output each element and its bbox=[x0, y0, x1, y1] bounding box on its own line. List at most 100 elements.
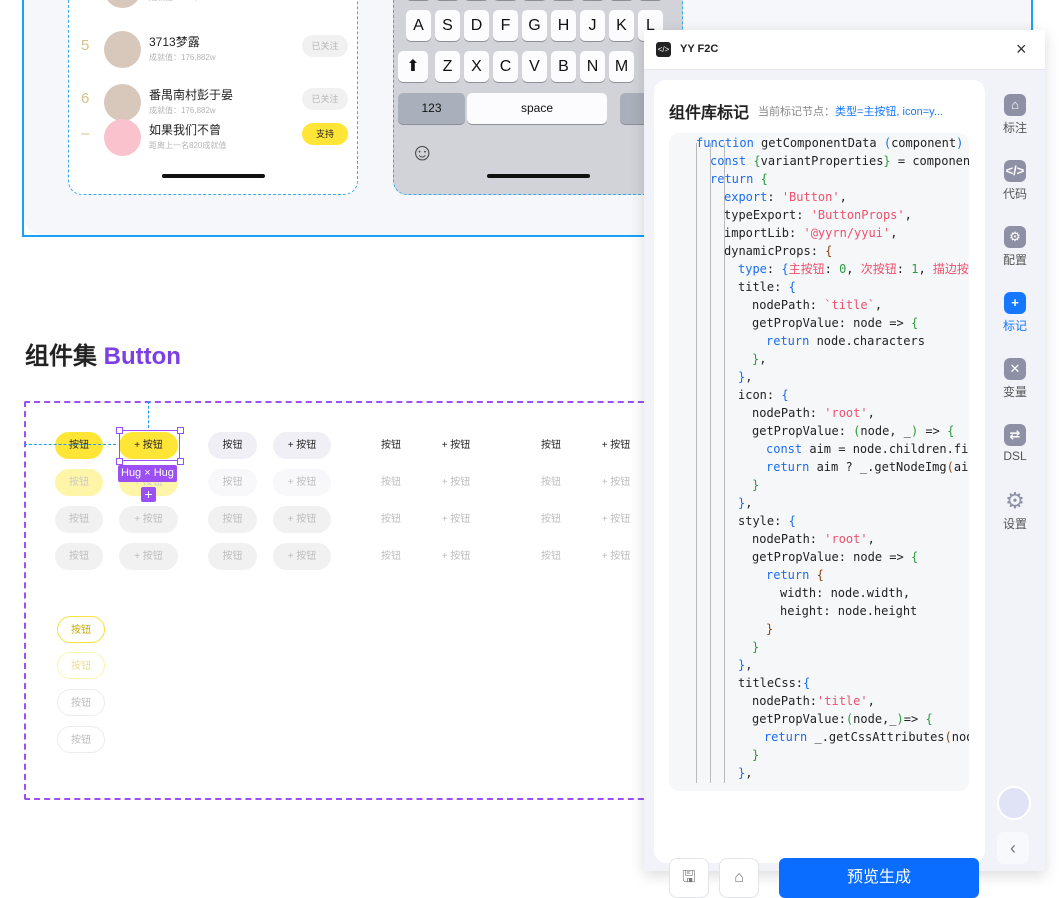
numbers-key[interactable]: 123 bbox=[398, 93, 465, 124]
icon-button[interactable]: + 按钮 bbox=[441, 477, 471, 488]
rank-number: 6 bbox=[81, 90, 90, 107]
outline-button[interactable]: 按钮 bbox=[57, 689, 105, 716]
key-h[interactable]: H bbox=[551, 10, 576, 41]
toolbox-button[interactable]: ⌂ bbox=[719, 858, 759, 898]
sidebar-item-code[interactable]: </> 代码 bbox=[985, 160, 1045, 202]
save-button[interactable]: 🖫 bbox=[669, 858, 709, 898]
resize-handle[interactable] bbox=[177, 427, 184, 434]
icon-button[interactable]: + 按钮 bbox=[273, 432, 331, 459]
follow-button[interactable]: 支持 bbox=[302, 123, 348, 145]
ranking-phone-frame[interactable]: 4成就值：176,882w关注53713梦露成就值：176,882w已关注6番禺… bbox=[68, 0, 358, 195]
key-s[interactable]: S bbox=[435, 10, 460, 41]
code-token: export bbox=[724, 190, 768, 204]
icon-button[interactable]: + 按钮 bbox=[119, 432, 178, 459]
button[interactable]: 按钮 bbox=[381, 514, 401, 525]
button[interactable]: 按钮 bbox=[381, 440, 401, 451]
icon-button[interactable]: + 按钮 bbox=[441, 551, 471, 562]
guide-line bbox=[148, 401, 149, 428]
list-item: 4成就值：176,882w关注 bbox=[69, 0, 359, 21]
resize-handle[interactable] bbox=[177, 458, 184, 465]
follow-button[interactable]: 已关注 bbox=[302, 88, 348, 110]
code-line: height: node.height bbox=[780, 602, 917, 620]
key-f[interactable]: F bbox=[493, 10, 518, 41]
sidebar-item-gear[interactable]: ⚙ 设置 bbox=[985, 490, 1045, 532]
sidebar-item-label: 代码 bbox=[1002, 187, 1027, 201]
button[interactable]: 按钮 bbox=[541, 477, 561, 488]
icon-button[interactable]: + 按钮 bbox=[441, 440, 471, 451]
outline-button[interactable]: 按钮 bbox=[57, 616, 105, 643]
button[interactable]: 按钮 bbox=[541, 551, 561, 562]
outline-button[interactable]: 按钮 bbox=[57, 652, 105, 679]
icon-button[interactable]: + 按钮 bbox=[441, 514, 471, 525]
key-g[interactable]: G bbox=[522, 10, 547, 41]
component-set-frame[interactable]: 按钮 + 按钮 按钮 + 按钮 按钮 + 按钮 按钮 + 按钮 按钮 + 按钮 按钮 + 按钮 按钮 + … bbox=[24, 401, 664, 800]
icon-button[interactable]: + 按钮 bbox=[273, 469, 331, 496]
key-a[interactable]: A bbox=[406, 10, 431, 41]
code-line: return aim ? _.getNodeImg(ai bbox=[766, 458, 968, 476]
icon-button[interactable]: + 按钮 bbox=[273, 543, 331, 570]
button[interactable]: 按钮 bbox=[208, 506, 257, 533]
outline-button[interactable]: 按钮 bbox=[57, 726, 105, 753]
key-z[interactable]: Z bbox=[435, 51, 460, 82]
code-token: 'ButtonProps' bbox=[810, 208, 905, 222]
icon-button[interactable]: + 按钮 bbox=[601, 551, 631, 562]
avatar[interactable] bbox=[997, 786, 1031, 820]
button[interactable]: 按钮 bbox=[541, 440, 561, 451]
code-token: title: bbox=[738, 280, 789, 294]
icon-button[interactable]: + 按钮 bbox=[273, 506, 331, 533]
add-icon[interactable]: + bbox=[141, 487, 156, 502]
resize-handle[interactable] bbox=[116, 458, 123, 465]
current-node-label: 当前标记节点： bbox=[758, 106, 835, 118]
sidebar-item-folder-gear[interactable]: ⚙ 配置 bbox=[985, 226, 1045, 268]
button[interactable]: 按钮 bbox=[55, 543, 103, 570]
icon-button[interactable]: + 按钮 bbox=[119, 506, 178, 533]
button[interactable]: 按钮 bbox=[208, 543, 257, 570]
code-token: return bbox=[710, 172, 754, 186]
preview-generate-button[interactable]: 预览生成 bbox=[779, 858, 979, 898]
button[interactable]: 按钮 bbox=[55, 506, 103, 533]
icon-button[interactable]: + 按钮 bbox=[601, 477, 631, 488]
code-token: , bbox=[745, 658, 753, 672]
key-d[interactable]: D bbox=[464, 10, 489, 41]
button[interactable]: 按钮 bbox=[208, 432, 257, 459]
key-m[interactable]: M bbox=[609, 51, 634, 82]
key-n[interactable]: N bbox=[580, 51, 605, 82]
code-token: , bbox=[904, 208, 912, 222]
list-item: 5 3713梦露 成就值：176,882w 已关注 bbox=[69, 31, 359, 81]
code-editor[interactable]: function getComponentData (component) con… bbox=[669, 133, 969, 791]
button[interactable]: 按钮 bbox=[541, 514, 561, 525]
key-c[interactable]: C bbox=[493, 51, 518, 82]
button[interactable]: 按钮 bbox=[208, 469, 257, 496]
collapse-button[interactable]: ‹ bbox=[997, 832, 1029, 864]
code-token: } bbox=[766, 622, 774, 636]
save-icon: 🖫 bbox=[682, 869, 696, 886]
button[interactable]: 按钮 bbox=[381, 551, 401, 562]
button[interactable]: 按钮 bbox=[55, 469, 103, 496]
resize-handle[interactable] bbox=[116, 427, 123, 434]
sidebar-item-close-box[interactable]: ✕ 变量 bbox=[985, 358, 1045, 400]
key-x[interactable]: X bbox=[464, 51, 489, 82]
emoji-icon[interactable]: ☺ bbox=[410, 139, 435, 166]
button[interactable]: 按钮 bbox=[55, 432, 103, 459]
button[interactable]: 按钮 bbox=[381, 477, 401, 488]
shift-key[interactable]: ⬆ bbox=[398, 51, 428, 82]
key-j[interactable]: J bbox=[580, 10, 605, 41]
code-line: nodePath: 'root', bbox=[752, 404, 875, 422]
key-v[interactable]: V bbox=[522, 51, 547, 82]
icon-button[interactable]: + 按钮 bbox=[119, 543, 178, 570]
current-node-value[interactable]: 类型=主按钮, icon=y... bbox=[835, 106, 943, 118]
sidebar-item-route[interactable]: ⇄ DSL bbox=[985, 424, 1045, 463]
close-icon[interactable]: × bbox=[1016, 39, 1027, 59]
code-line: return node.characters bbox=[766, 332, 925, 350]
sidebar-item-bookmark-plus[interactable]: + 标记 bbox=[985, 292, 1045, 334]
follow-button[interactable]: 已关注 bbox=[302, 35, 348, 57]
code-token: height: node.height bbox=[780, 604, 918, 618]
icon-button[interactable]: + 按钮 bbox=[601, 514, 631, 525]
sidebar-item-home[interactable]: ⌂ 标注 bbox=[985, 94, 1045, 136]
key-b[interactable]: B bbox=[551, 51, 576, 82]
space-key[interactable]: space bbox=[467, 93, 607, 124]
code-token: width: node.width, bbox=[780, 586, 911, 600]
icon-button[interactable]: + 按钮 bbox=[601, 440, 631, 451]
key-k[interactable]: K bbox=[609, 10, 634, 41]
